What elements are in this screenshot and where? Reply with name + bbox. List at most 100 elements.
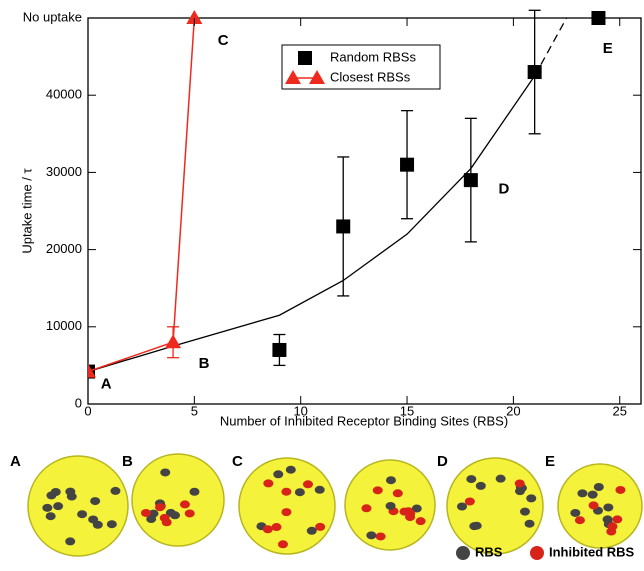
- panels: A B C D E RBS Inhibited RBS: [10, 453, 643, 560]
- y-axis-label: Uptake time / τ: [19, 167, 34, 253]
- legend: Random RBSs Closest RBSs: [281, 44, 441, 90]
- series-line: [88, 17, 196, 373]
- annotation: E: [603, 40, 613, 57]
- annotation: C: [218, 32, 229, 49]
- legend-marker: [309, 70, 325, 84]
- binding-site: [65, 537, 76, 546]
- x-axis-label: Number of Inhibited Receptor Binding Sit…: [220, 413, 508, 428]
- binding-site: [475, 481, 486, 490]
- binding-site: [155, 503, 166, 512]
- panel-label: D: [437, 453, 448, 470]
- legend-label: Random RBSs: [330, 49, 416, 64]
- y-tick-label: 20000: [46, 241, 82, 256]
- marker: [463, 173, 478, 188]
- legend-marker: [285, 70, 301, 84]
- binding-site: [366, 531, 377, 540]
- marker: [336, 219, 351, 234]
- panel-label: B: [122, 453, 133, 470]
- binding-site: [574, 516, 585, 525]
- y-tick-label: 10000: [46, 318, 82, 333]
- binding-site: [375, 532, 386, 541]
- legend-box: [281, 44, 441, 90]
- panel-label: A: [10, 453, 21, 470]
- marker: [272, 342, 287, 357]
- legend-marker: [298, 51, 312, 65]
- binding-site: [495, 474, 506, 483]
- binding-site: [306, 526, 317, 535]
- panel-label: C: [232, 453, 243, 470]
- marker: [165, 334, 182, 349]
- binding-site: [92, 520, 103, 529]
- binding-site: [160, 468, 171, 477]
- binding-site: [46, 491, 57, 500]
- x-tick-label: 25: [612, 403, 626, 418]
- annotation: A: [101, 376, 112, 393]
- binding-site: [392, 489, 403, 498]
- binding-site: [466, 475, 477, 484]
- binding-site: [65, 487, 76, 496]
- binding-site: [577, 489, 588, 498]
- capsid: [27, 455, 129, 557]
- binding-site: [415, 517, 426, 526]
- binding-site: [361, 504, 372, 513]
- legend-label: Closest RBSs: [330, 69, 411, 84]
- binding-site: [273, 470, 284, 479]
- x-tick-label: 15: [400, 403, 414, 418]
- capsid: [131, 453, 225, 547]
- binding-site: [165, 508, 176, 517]
- binding-site: [524, 519, 535, 528]
- marker: [591, 11, 606, 25]
- binding-site: [399, 507, 410, 516]
- binding-site: [140, 508, 151, 517]
- binding-site: [77, 510, 88, 519]
- x-tick-label: 0: [84, 403, 91, 418]
- marker: [527, 65, 542, 80]
- binding-site: [314, 485, 325, 494]
- x-tick-label: 20: [506, 403, 520, 418]
- binding-site: [372, 486, 383, 495]
- binding-site: [570, 508, 581, 517]
- binding-site: [285, 465, 296, 474]
- binding-site: [277, 540, 288, 549]
- binding-site: [464, 497, 475, 506]
- binding-site: [281, 508, 292, 517]
- binding-site: [457, 502, 468, 511]
- binding-site: [519, 507, 530, 516]
- y-tick-label: 40000: [46, 87, 82, 102]
- binding-site: [106, 520, 117, 529]
- y-tick-label: No uptake: [23, 9, 82, 24]
- capsid: [557, 463, 643, 549]
- binding-site: [146, 515, 157, 524]
- legend-dot: [530, 546, 544, 560]
- legend-dot: [456, 546, 470, 560]
- binding-site: [294, 488, 305, 497]
- binding-site: [385, 476, 396, 485]
- annotation: B: [199, 355, 210, 372]
- binding-site: [110, 486, 121, 495]
- marker: [400, 157, 415, 172]
- binding-site: [179, 500, 190, 509]
- binding-site: [588, 501, 599, 510]
- binding-site: [607, 522, 618, 531]
- binding-site: [263, 479, 274, 488]
- marker: [186, 10, 203, 24]
- binding-site: [587, 490, 598, 499]
- binding-site: [471, 521, 482, 530]
- panel-legend-label: RBS: [475, 544, 503, 559]
- binding-site: [262, 525, 273, 534]
- binding-site: [315, 522, 326, 531]
- binding-site: [161, 518, 172, 527]
- fit-line: [88, 75, 536, 373]
- fit-line: [534, 17, 568, 77]
- binding-site: [514, 487, 525, 496]
- binding-site: [184, 509, 195, 518]
- panel-legend-label: Inhibited RBS: [549, 544, 635, 559]
- binding-site: [385, 501, 396, 510]
- y-tick-label: 30000: [46, 164, 82, 179]
- binding-site: [281, 487, 292, 496]
- binding-site: [526, 494, 537, 503]
- binding-site: [302, 480, 313, 489]
- marker: [88, 363, 96, 378]
- binding-site: [271, 523, 282, 532]
